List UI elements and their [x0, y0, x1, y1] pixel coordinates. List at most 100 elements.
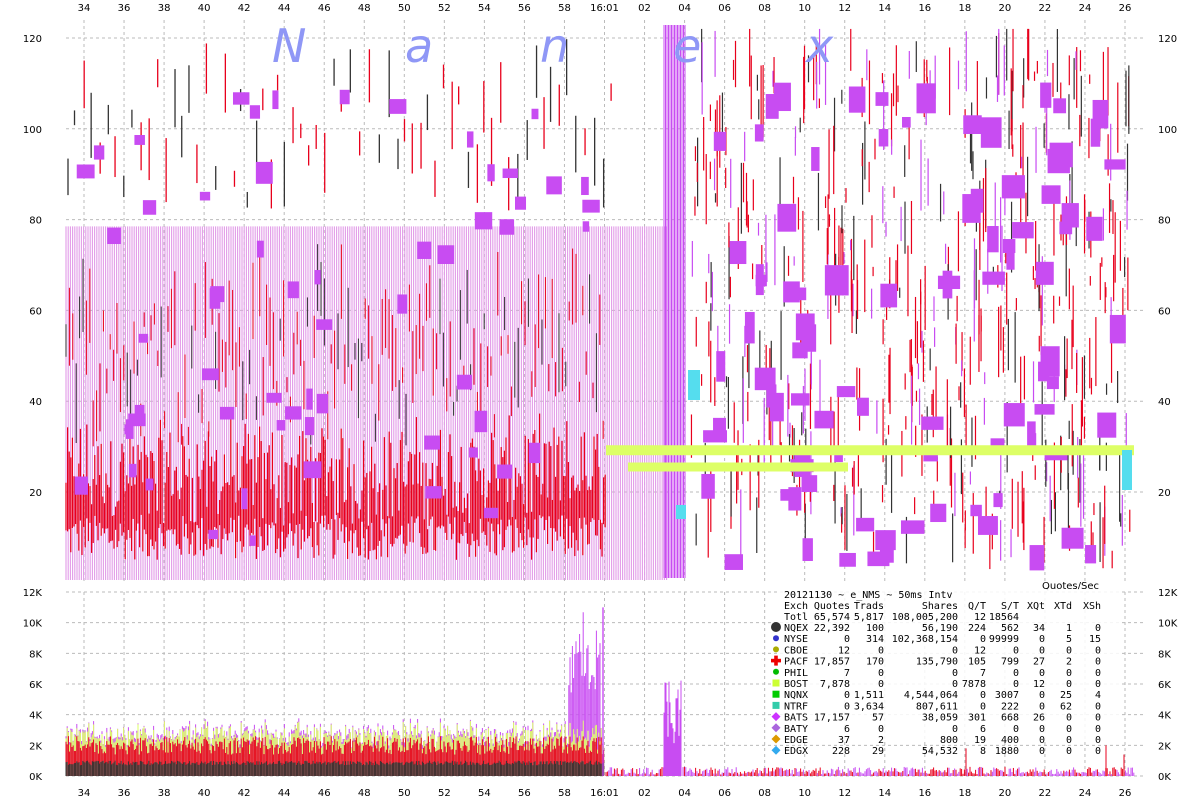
edgx-patch [1122, 450, 1132, 490]
bats-quote-patch [125, 419, 134, 439]
legend-cell-st: 562 [1001, 623, 1019, 634]
legend-cell-shares: 0 [952, 645, 958, 656]
top-y-tick-label-right: 100 [1158, 125, 1177, 136]
legend-cell-xqt: 0 [1039, 735, 1045, 746]
legend-marker-square [772, 690, 780, 698]
legend-cell-shares: 807,611 [916, 701, 958, 712]
bats-quote-patch [1053, 98, 1067, 114]
bottom-x-tick-label: 24 [1079, 788, 1092, 799]
bottom-y-tick-label-left: 12K [23, 588, 43, 599]
top-y-tick-label-left: 60 [29, 306, 42, 317]
bottom-y-tick-label-left: 0K [29, 772, 42, 783]
bats-quote-patch [502, 168, 518, 179]
legend-total-cell: 108,005,200 [892, 612, 958, 623]
bats-quote-patch [937, 275, 961, 289]
top-x-tick-label: 08 [758, 3, 771, 14]
legend-cell-shares: 102,368,154 [892, 634, 958, 645]
legend-cell-xsh: 0 [1095, 735, 1101, 746]
top-x-tick-label: 04 [678, 3, 691, 14]
legend-cell-xtd: 1 [1066, 623, 1072, 634]
bats-quote-patch [1047, 148, 1070, 174]
legend-cell-exch: NQNX [784, 690, 808, 701]
legend-cell-quotes: 0 [844, 701, 850, 712]
legend-cell-quotes: 17,857 [814, 657, 850, 668]
legend-cell-qt: 0 [980, 634, 986, 645]
bats-quote-patch [208, 529, 219, 540]
bats-quote-patch [916, 83, 936, 114]
bats-quote-patch [249, 105, 261, 119]
top-x-tick-label: 58 [558, 3, 571, 14]
legend-cell-qt: 7 [980, 668, 986, 679]
legend-cell-exch: BATY [784, 724, 808, 735]
top-x-tick-label: 14 [878, 3, 891, 14]
bats-quote-patch [773, 82, 791, 112]
bats-quote-patch [754, 124, 764, 142]
bats-quote-patch [1061, 527, 1084, 549]
top-y-ticks-right: 120 100 80 60 40 20 [1158, 34, 1177, 499]
legend-cell-trads: 314 [866, 634, 884, 645]
bottom-y-tick-label-right: 8K [1158, 649, 1171, 660]
bats-quote-patch [1061, 203, 1079, 228]
legend-cell-xqt: 34 [1033, 623, 1045, 634]
bats-quote-patch [1012, 222, 1034, 239]
bats-quote-patch [801, 324, 817, 352]
bats-quote-patch [397, 294, 408, 314]
legend-cell-st: 400 [1001, 735, 1019, 746]
legend-cell-st: 668 [1001, 713, 1019, 724]
bats-quote-patch [814, 410, 834, 429]
bats-quote-patch [729, 241, 747, 265]
legend-cell-quotes: 12 [838, 645, 850, 656]
bottom-y-tick-label-left: 6K [29, 680, 42, 691]
bottom-x-tick-label: 52 [438, 788, 451, 799]
bats-quote-patch [987, 226, 999, 253]
bats-quote-patch [875, 530, 896, 551]
legend-cell-xqt: 0 [1039, 701, 1045, 712]
legend-cell-trads: 0 [878, 668, 884, 679]
top-x-tick-label: 56 [518, 3, 531, 14]
bats-quote-patch [199, 191, 211, 201]
legend-cell-trads: 3,634 [854, 701, 884, 712]
legend-cell-qt: 8 [980, 746, 986, 757]
bats-quote-patch [285, 406, 302, 420]
bats-quote-patch [1034, 404, 1055, 415]
legend-cell-quotes: 37 [838, 735, 850, 746]
legend-cell-quotes: 6 [844, 724, 850, 735]
legend-cell-qt: 0 [980, 690, 986, 701]
legend-cell-exch: BATS [784, 713, 808, 724]
legend-cell-trads: 170 [866, 657, 884, 668]
bats-quote-patch [766, 384, 777, 408]
top-x-tick-label: 06 [718, 3, 731, 14]
bats-quote-patch [266, 392, 282, 403]
bottom-x-tick-label: 20 [999, 788, 1012, 799]
legend-cell-xqt: 0 [1039, 724, 1045, 735]
legend-cell-xsh: 15 [1089, 634, 1101, 645]
bats-quote-patch [963, 115, 982, 134]
legend-marker-diamond [771, 723, 781, 733]
top-x-tick-label: 44 [278, 3, 291, 14]
bottom-x-tick-label: 10 [798, 788, 811, 799]
brand-letter: x [804, 19, 834, 73]
top-x-tick-label: 22 [1039, 3, 1052, 14]
bottom-x-tick-label: 36 [118, 788, 131, 799]
legend-cell-quotes: 228 [832, 746, 850, 757]
top-y-tick-label-left: 120 [23, 34, 42, 45]
legend-header: 20121130 ~ e_NMS ~ 50ms Intv [784, 590, 953, 601]
bats-quote-patch [1104, 159, 1126, 170]
bats-quote-patch [581, 176, 589, 196]
legend-cell-trads: 29 [872, 746, 884, 757]
legend-cell-trads: 0 [878, 679, 884, 690]
legend-marker-diamond [771, 745, 781, 755]
bats-quote-patch [777, 203, 797, 232]
legend-marker-diamond [771, 712, 781, 722]
bats-quote-patch [1038, 361, 1050, 382]
bottom-x-tick-label: 38 [158, 788, 171, 799]
legend-cell-xsh: 0 [1095, 668, 1101, 679]
bats-quote-patch [783, 281, 800, 303]
legend-column-header: Exch [784, 601, 808, 612]
top-x-tick-label: 26 [1119, 3, 1132, 14]
legend-cell-xqt: 0 [1039, 645, 1045, 656]
bottom-y-ticks-left: 12K 10K 8K 6K 4K 2K 0K [23, 588, 43, 783]
top-y-tick-label-left: 40 [29, 397, 42, 408]
brand-letter: N [272, 19, 306, 73]
